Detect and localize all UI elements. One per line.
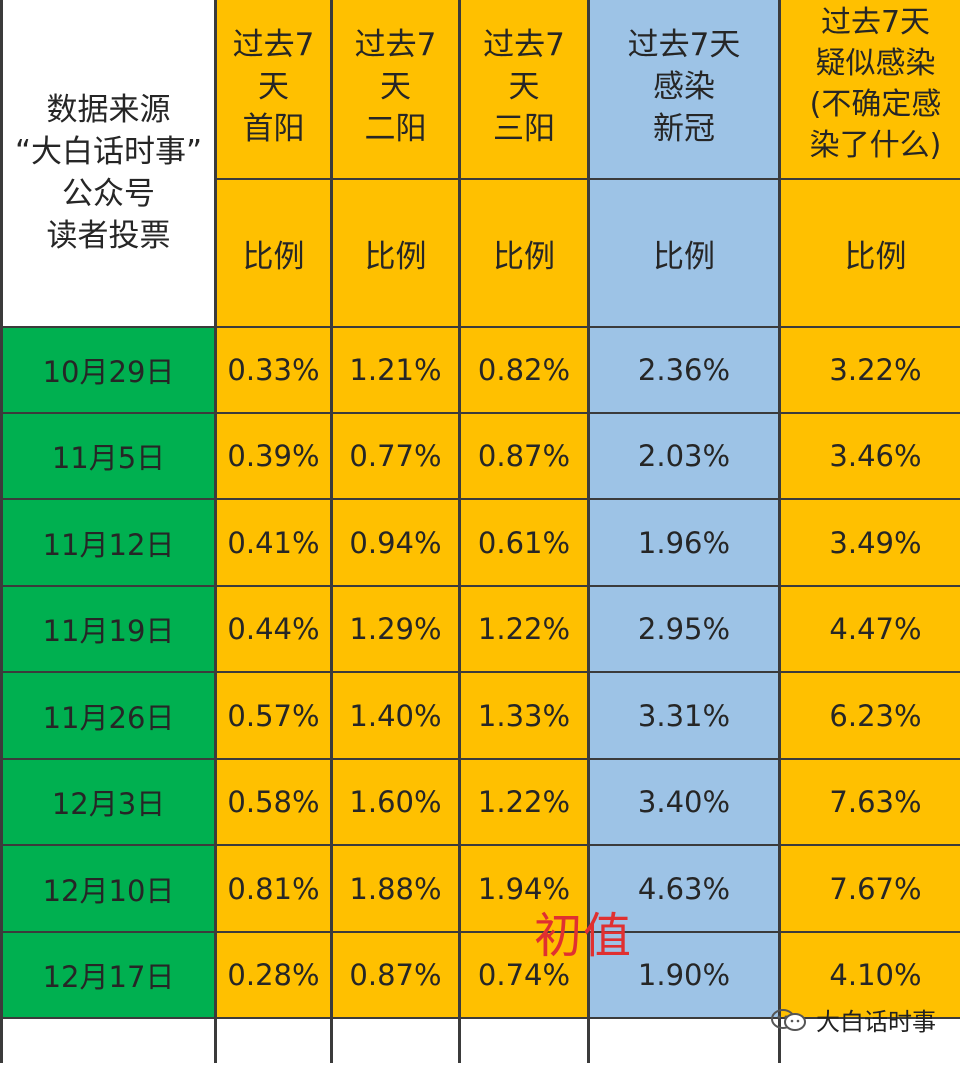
value-cell: 4.47% — [781, 587, 960, 671]
value-cell: 3.46% — [781, 414, 960, 498]
value-cell: 0.58% — [217, 760, 330, 844]
value-cell: 1.60% — [333, 760, 458, 844]
row-date: 10月29日 — [3, 328, 214, 412]
value-cell: 0.33% — [217, 328, 330, 412]
value-cell: 6.23% — [781, 673, 960, 758]
value-cell: 3.40% — [590, 760, 778, 844]
empty-cell — [333, 1019, 458, 1069]
header-second-infection: 过去7 天 二阳 — [333, 0, 458, 178]
ratio-label: 比例 — [217, 180, 330, 326]
ratio-label: 比例 — [781, 180, 960, 326]
value-cell: 2.03% — [590, 414, 778, 498]
ratio-label: 比例 — [590, 180, 778, 326]
value-cell: 0.87% — [461, 414, 587, 498]
value-cell: 1.88% — [333, 846, 458, 931]
value-cell: 1.22% — [461, 760, 587, 844]
empty-cell — [590, 1019, 778, 1069]
row-date: 11月12日 — [3, 500, 214, 585]
value-cell: 0.28% — [217, 933, 330, 1017]
value-cell: 0.82% — [461, 328, 587, 412]
row-date: 11月19日 — [3, 587, 214, 671]
value-cell: 7.67% — [781, 846, 960, 931]
value-cell: 1.29% — [333, 587, 458, 671]
value-cell: 0.57% — [217, 673, 330, 758]
source-line: “大白话时事” — [14, 134, 203, 170]
empty-cell — [781, 1019, 960, 1069]
header-third-infection: 过去7 天 三阳 — [461, 0, 587, 178]
value-cell: 0.94% — [333, 500, 458, 585]
empty-cell — [217, 1019, 330, 1069]
initial-value-annotation: 初值 — [534, 908, 633, 964]
row-date: 11月26日 — [3, 673, 214, 758]
empty-cell — [3, 1019, 214, 1069]
header-suspected-infection: 过去7天 疑似感染 (不确定感 染了什么) — [781, 0, 960, 178]
value-cell: 1.40% — [333, 673, 458, 758]
value-cell: 1.94% — [461, 846, 587, 931]
value-cell: 0.74% — [461, 933, 587, 1017]
value-cell: 7.63% — [781, 760, 960, 844]
value-cell: 2.95% — [590, 587, 778, 671]
value-cell: 1.21% — [333, 328, 458, 412]
value-cell: 4.63% — [590, 846, 778, 931]
value-cell: 2.36% — [590, 328, 778, 412]
header-first-infection: 过去7 天 首阳 — [217, 0, 330, 178]
row-date: 12月17日 — [3, 933, 214, 1017]
row-date: 11月5日 — [3, 414, 214, 498]
value-cell: 4.10% — [781, 933, 960, 1017]
value-cell: 0.81% — [217, 846, 330, 931]
value-cell: 1.96% — [590, 500, 778, 585]
watermark-text: 大白话时事 — [816, 1008, 936, 1036]
value-cell: 0.61% — [461, 500, 587, 585]
value-cell: 1.33% — [461, 673, 587, 758]
value-cell: 3.22% — [781, 328, 960, 412]
row-date: 12月10日 — [3, 846, 214, 931]
source-line: 数据来源 — [46, 92, 171, 128]
header-covid-infection: 过去7天 感染 新冠 — [590, 0, 778, 178]
value-cell: 3.49% — [781, 500, 960, 585]
empty-cell — [461, 1019, 587, 1069]
value-cell: 1.90% — [590, 933, 778, 1017]
source-line: 读者投票 — [46, 218, 171, 254]
value-cell: 0.87% — [333, 933, 458, 1017]
value-cell: 0.41% — [217, 500, 330, 585]
source-line: 公众号 — [62, 176, 155, 212]
row-date: 12月3日 — [3, 760, 214, 844]
value-cell: 0.44% — [217, 587, 330, 671]
value-cell: 0.77% — [333, 414, 458, 498]
ratio-label: 比例 — [333, 180, 458, 326]
value-cell: 0.39% — [217, 414, 330, 498]
watermark: 大白话时事 — [770, 1002, 936, 1037]
value-cell: 3.31% — [590, 673, 778, 758]
wechat-icon — [771, 1008, 806, 1031]
data-source-cell: 数据来源 “大白话时事” 公众号 读者投票 — [3, 0, 214, 326]
ratio-label: 比例 — [461, 180, 587, 326]
value-cell: 1.22% — [461, 587, 587, 671]
